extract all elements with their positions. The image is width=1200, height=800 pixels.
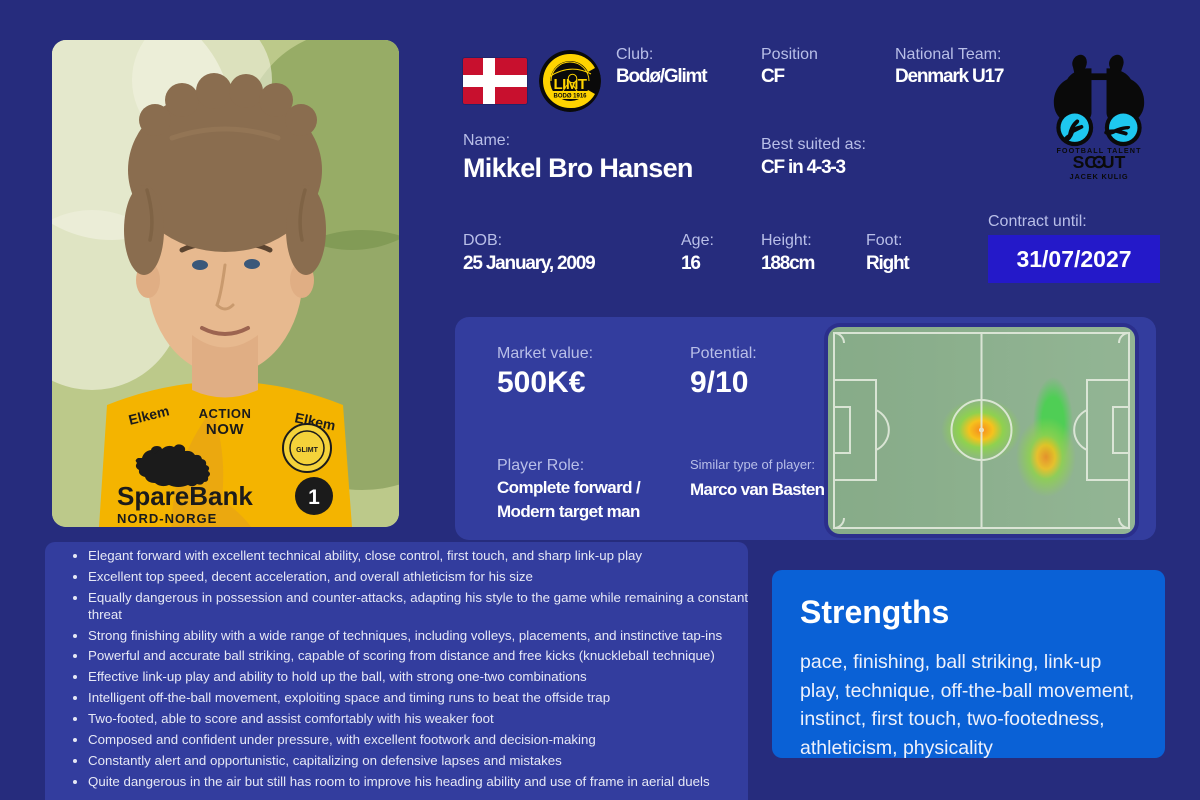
svg-text:ACTION: ACTION [199,406,252,421]
svg-text:SpareBank: SpareBank [117,481,253,511]
svg-text:1: 1 [308,486,320,509]
svg-text:BODØ 1916: BODØ 1916 [553,93,587,99]
svg-text:NORD-NORGE: NORD-NORGE [117,511,217,526]
svg-text:GLIMT: GLIMT [296,447,318,454]
svg-text:NOW: NOW [206,421,245,438]
